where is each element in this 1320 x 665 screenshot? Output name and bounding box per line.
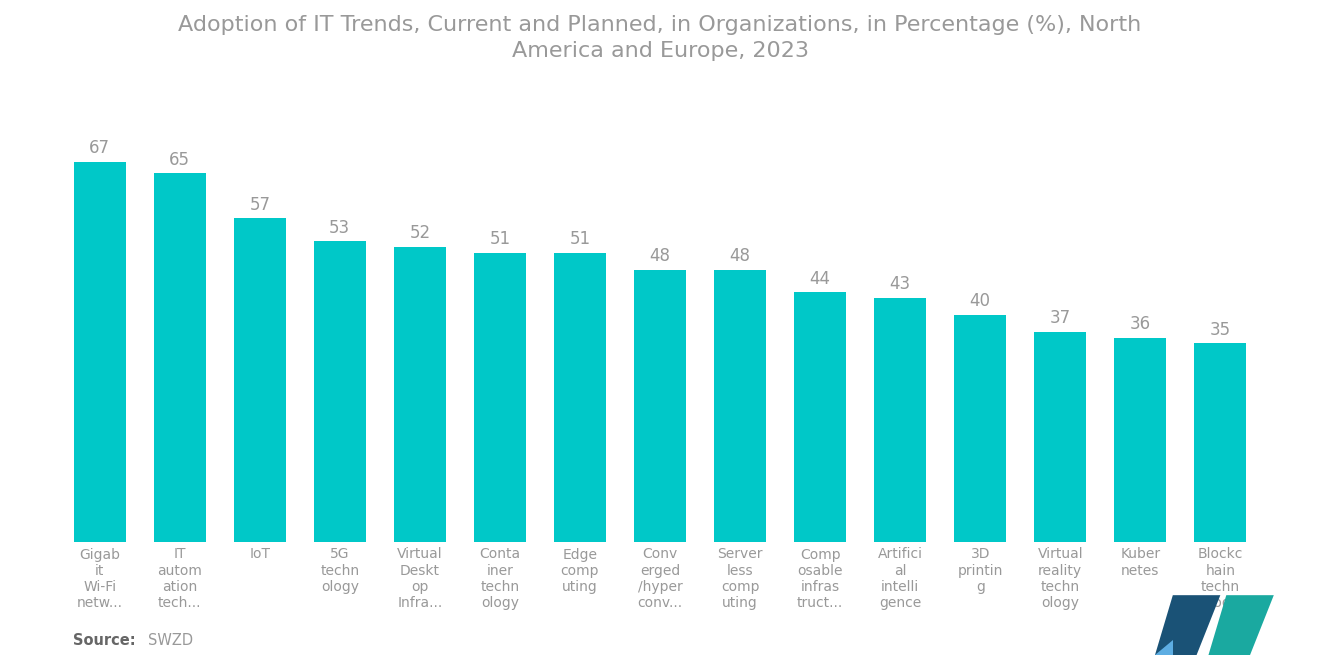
Title: Adoption of IT Trends, Current and Planned, in Organizations, in Percentage (%),: Adoption of IT Trends, Current and Plann…	[178, 15, 1142, 61]
Bar	[1035, 332, 1086, 542]
Text: 65: 65	[169, 150, 190, 168]
Text: Source:: Source:	[73, 633, 135, 648]
Text: 67: 67	[90, 139, 110, 157]
Polygon shape	[1155, 640, 1172, 655]
Bar	[393, 247, 446, 542]
Bar	[234, 219, 285, 542]
Bar	[74, 162, 125, 542]
Bar	[474, 253, 525, 542]
Text: 51: 51	[569, 230, 590, 248]
Polygon shape	[1155, 595, 1220, 655]
Bar	[1195, 343, 1246, 542]
Text: 53: 53	[329, 219, 350, 237]
Bar	[634, 269, 686, 542]
Text: 40: 40	[970, 293, 991, 311]
Bar	[795, 292, 846, 542]
Text: 51: 51	[490, 230, 511, 248]
Text: 36: 36	[1130, 315, 1151, 333]
Text: 57: 57	[249, 196, 271, 214]
Bar	[153, 173, 206, 542]
Text: SWZD: SWZD	[148, 633, 193, 648]
Bar	[1114, 338, 1167, 542]
Polygon shape	[1209, 595, 1274, 655]
Bar	[714, 269, 766, 542]
Text: 35: 35	[1210, 321, 1232, 338]
Bar	[554, 253, 606, 542]
Text: 44: 44	[809, 270, 830, 288]
Bar	[874, 298, 927, 542]
Text: 43: 43	[890, 275, 911, 293]
Text: 52: 52	[409, 224, 430, 242]
Text: 48: 48	[649, 247, 671, 265]
Bar	[314, 241, 366, 542]
Text: 48: 48	[730, 247, 751, 265]
Text: 37: 37	[1049, 309, 1071, 327]
Bar	[954, 315, 1006, 542]
